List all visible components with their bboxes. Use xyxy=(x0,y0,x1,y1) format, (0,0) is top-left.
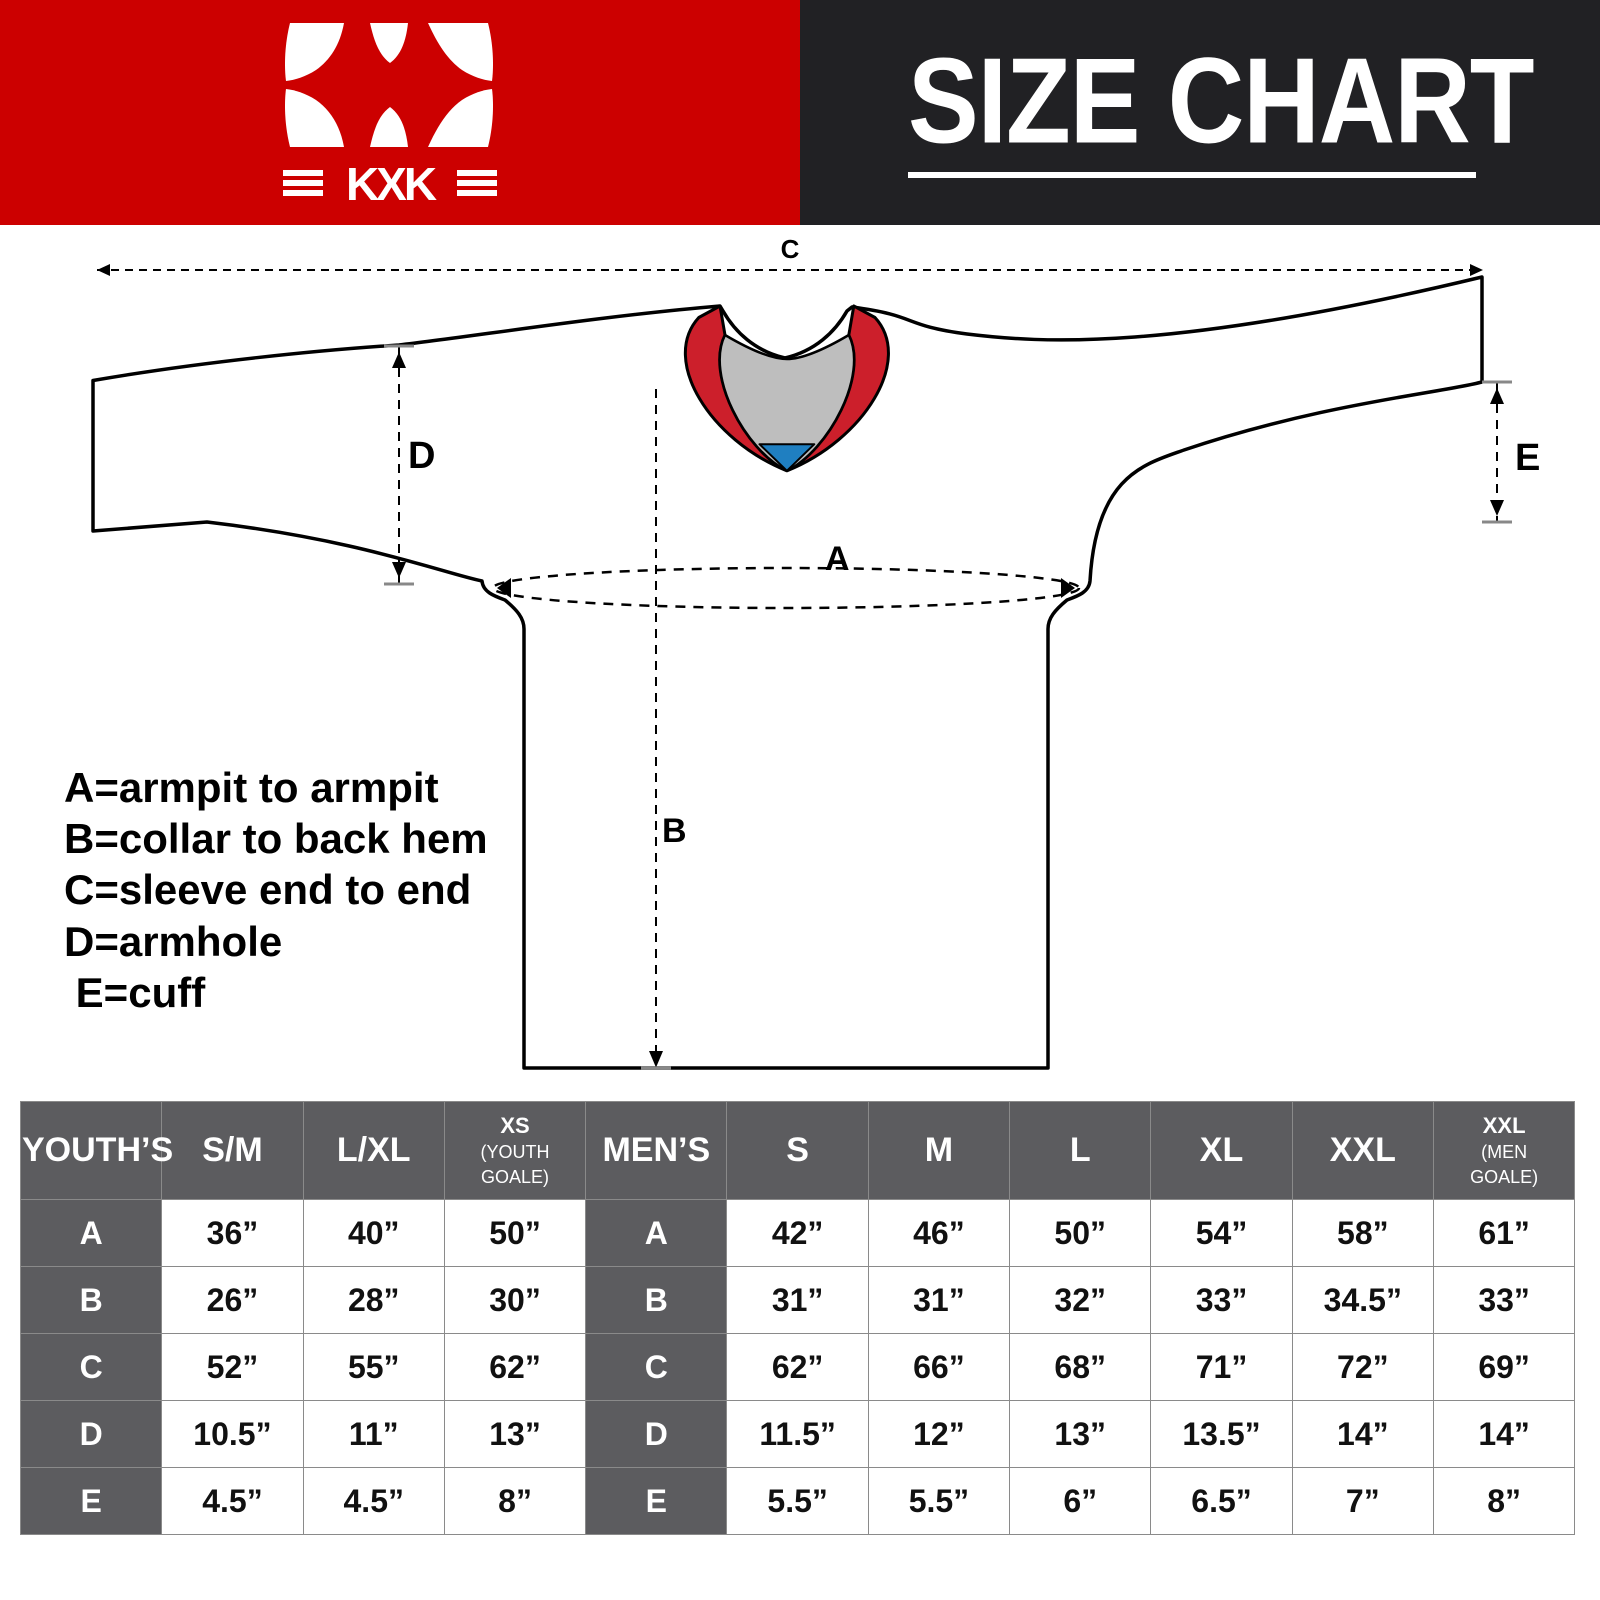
svg-text:E: E xyxy=(1515,437,1540,479)
svg-text:KXK: KXK xyxy=(346,158,437,210)
svg-text:D: D xyxy=(408,435,435,477)
svg-text:C: C xyxy=(781,234,800,264)
svg-text:B: B xyxy=(662,812,687,850)
svg-text:A: A xyxy=(825,540,850,578)
